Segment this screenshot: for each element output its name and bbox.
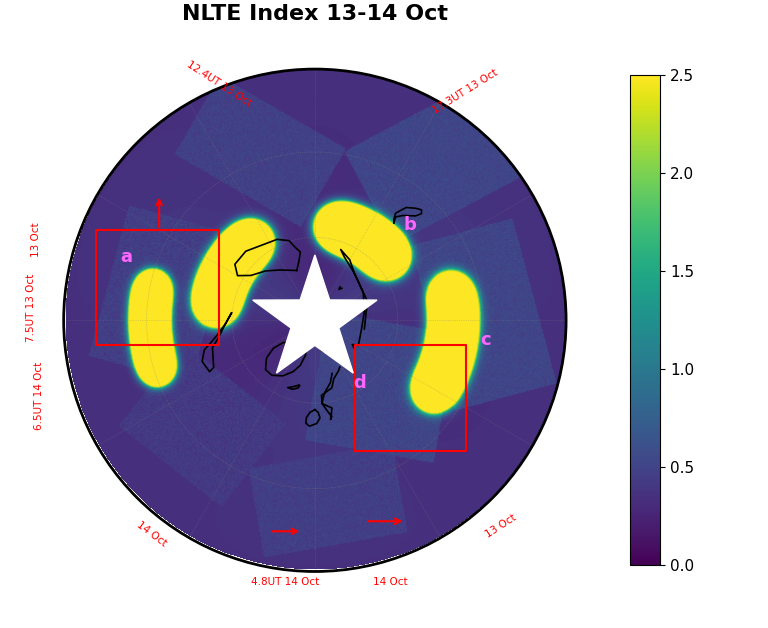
Text: c: c: [480, 332, 491, 349]
Text: 4.8UT 14 Oct: 4.8UT 14 Oct: [250, 577, 319, 587]
Text: 14 Oct: 14 Oct: [373, 577, 408, 587]
Text: 13 Oct: 13 Oct: [484, 512, 518, 540]
Text: 13 Oct: 13 Oct: [31, 222, 41, 257]
Text: a: a: [121, 249, 132, 266]
Text: 17.3UT 13 Oct: 17.3UT 13 Oct: [431, 68, 500, 116]
PathPatch shape: [253, 255, 377, 373]
Text: 6.5UT 14 Oct: 6.5UT 14 Oct: [34, 362, 44, 430]
Text: 12.4UT 13 Oct: 12.4UT 13 Oct: [185, 60, 253, 109]
Text: d: d: [354, 374, 366, 392]
Text: 14 Oct: 14 Oct: [134, 519, 168, 548]
Text: 7.5UT 13 Oct: 7.5UT 13 Oct: [26, 274, 36, 342]
Title: NLTE Index 13-14 Oct: NLTE Index 13-14 Oct: [182, 4, 448, 24]
Text: b: b: [404, 216, 417, 234]
